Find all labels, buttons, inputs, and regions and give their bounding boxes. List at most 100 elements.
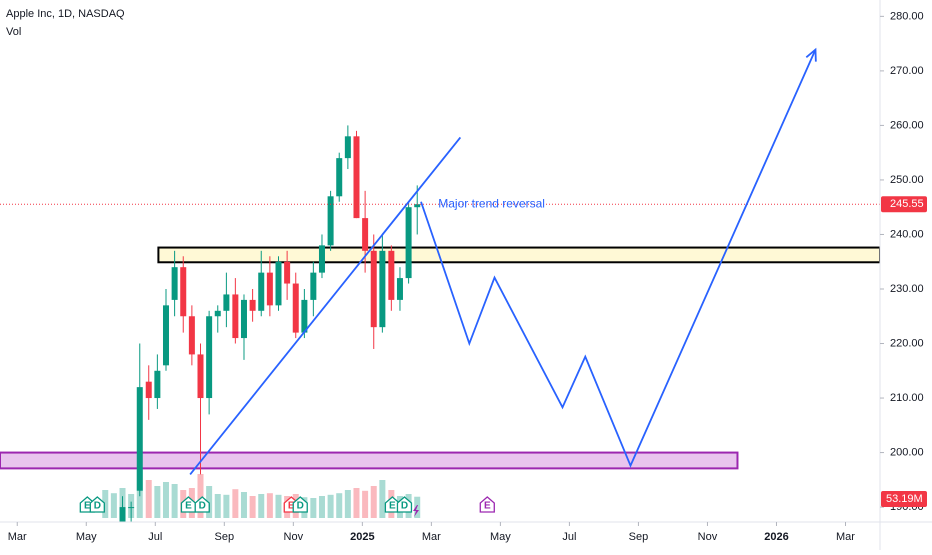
volume-bar: [327, 494, 334, 518]
volume-bar: [240, 492, 247, 518]
x-tick-label: 2025: [350, 531, 374, 543]
trend-line: [189, 136, 462, 475]
event-label: D: [94, 501, 101, 512]
x-tick-label: Nov: [284, 531, 304, 543]
event-label: E: [484, 501, 491, 512]
candle-body: [396, 278, 403, 300]
volume-bar: [110, 493, 117, 518]
candle-body: [180, 267, 187, 317]
split-icon: [413, 505, 419, 517]
volume-title: Vol: [6, 26, 21, 38]
event-label: D: [297, 501, 304, 512]
event-badge: [194, 496, 210, 513]
volume-bar: [344, 490, 351, 518]
event-badge: [292, 496, 308, 513]
volume-bar: [197, 474, 204, 518]
candle-body: [128, 507, 135, 509]
last-price-label: 245.55: [890, 198, 924, 210]
volume-bar: [379, 480, 386, 518]
event-badge: [396, 496, 413, 513]
zone: [0, 451, 739, 470]
candle-body: [362, 218, 369, 251]
volume-bar: [249, 496, 256, 518]
candle-body: [232, 294, 239, 339]
x-tick-label: Sep: [215, 531, 235, 543]
x-tick-label: May: [490, 531, 511, 543]
candle-body: [292, 283, 299, 333]
candle-body: [370, 250, 377, 328]
volume-bar: [336, 493, 343, 518]
event-label: E: [389, 501, 396, 512]
volume-bar: [232, 489, 239, 518]
zone: [157, 246, 880, 264]
x-tick-label: Mar: [422, 531, 441, 543]
y-tick-label: 210.00: [890, 392, 924, 404]
candle-body: [353, 136, 360, 219]
projection-path: [420, 49, 817, 468]
y-tick-label: 260.00: [890, 119, 924, 131]
candle-body: [214, 310, 221, 317]
x-tick-label: May: [76, 531, 97, 543]
volume-bar: [162, 482, 169, 518]
candle-body: [327, 196, 334, 246]
volume-label-box: [881, 491, 927, 507]
volume-bar: [362, 490, 369, 518]
candle-body: [344, 136, 351, 159]
candle-body: [310, 272, 317, 300]
candle-body: [154, 370, 161, 399]
volume-bar: [353, 488, 360, 518]
candle-body: [318, 245, 325, 273]
candle-body: [102, 545, 108, 550]
candle-body: [336, 158, 343, 197]
x-tick-label: 2026: [764, 531, 788, 543]
volume-bar: [171, 484, 178, 518]
volume-bar: [206, 486, 213, 518]
event-badge: [479, 496, 495, 513]
event-label: E: [288, 501, 295, 512]
y-tick-label: 230.00: [890, 283, 924, 295]
volume-bar: [102, 490, 109, 518]
candle-body: [136, 387, 143, 491]
annotation: Major trend reversal: [438, 197, 545, 211]
candle-body: [284, 261, 291, 284]
event-badge: [89, 496, 105, 513]
y-tick-label: 240.00: [890, 228, 924, 240]
volume-bar: [318, 496, 325, 518]
candle-body: [206, 316, 213, 399]
candle-body: [266, 272, 273, 306]
event-label: E: [84, 501, 91, 512]
candle-body: [405, 207, 412, 279]
volume-bar: [414, 496, 421, 518]
candle-body: [188, 316, 195, 355]
last-price-box: [881, 196, 927, 213]
x-tick-label: Jul: [562, 531, 576, 543]
volume-bar: [154, 486, 161, 518]
volume-bar: [214, 494, 221, 518]
candle-body: [301, 299, 308, 333]
candle-body: [388, 250, 395, 300]
volume-bar: [258, 494, 265, 518]
candle-body: [240, 299, 247, 339]
y-tick-label: 250.00: [890, 174, 924, 186]
y-tick-label: 280.00: [890, 10, 924, 22]
candle-body: [414, 204, 421, 208]
volume-bar: [145, 480, 152, 518]
event-label: E: [185, 501, 192, 512]
arrow-head: [805, 47, 817, 62]
volume-bar: [370, 486, 377, 518]
event-label: D: [401, 501, 408, 512]
y-tick-label: 200.00: [890, 446, 924, 458]
x-tick-label: Sep: [629, 531, 649, 543]
x-tick-label: Jul: [148, 531, 162, 543]
volume-bar: [275, 494, 282, 518]
x-tick-label: Mar: [836, 531, 855, 543]
candle-body: [171, 267, 178, 300]
candle-body: [111, 529, 117, 545]
x-tick-label: Nov: [698, 531, 718, 543]
candle-body: [119, 507, 126, 522]
candle-body: [379, 250, 386, 328]
x-tick-label: Mar: [8, 531, 27, 543]
candle-body: [145, 381, 152, 399]
volume-bar: [310, 498, 317, 518]
candle-body: [162, 305, 169, 366]
